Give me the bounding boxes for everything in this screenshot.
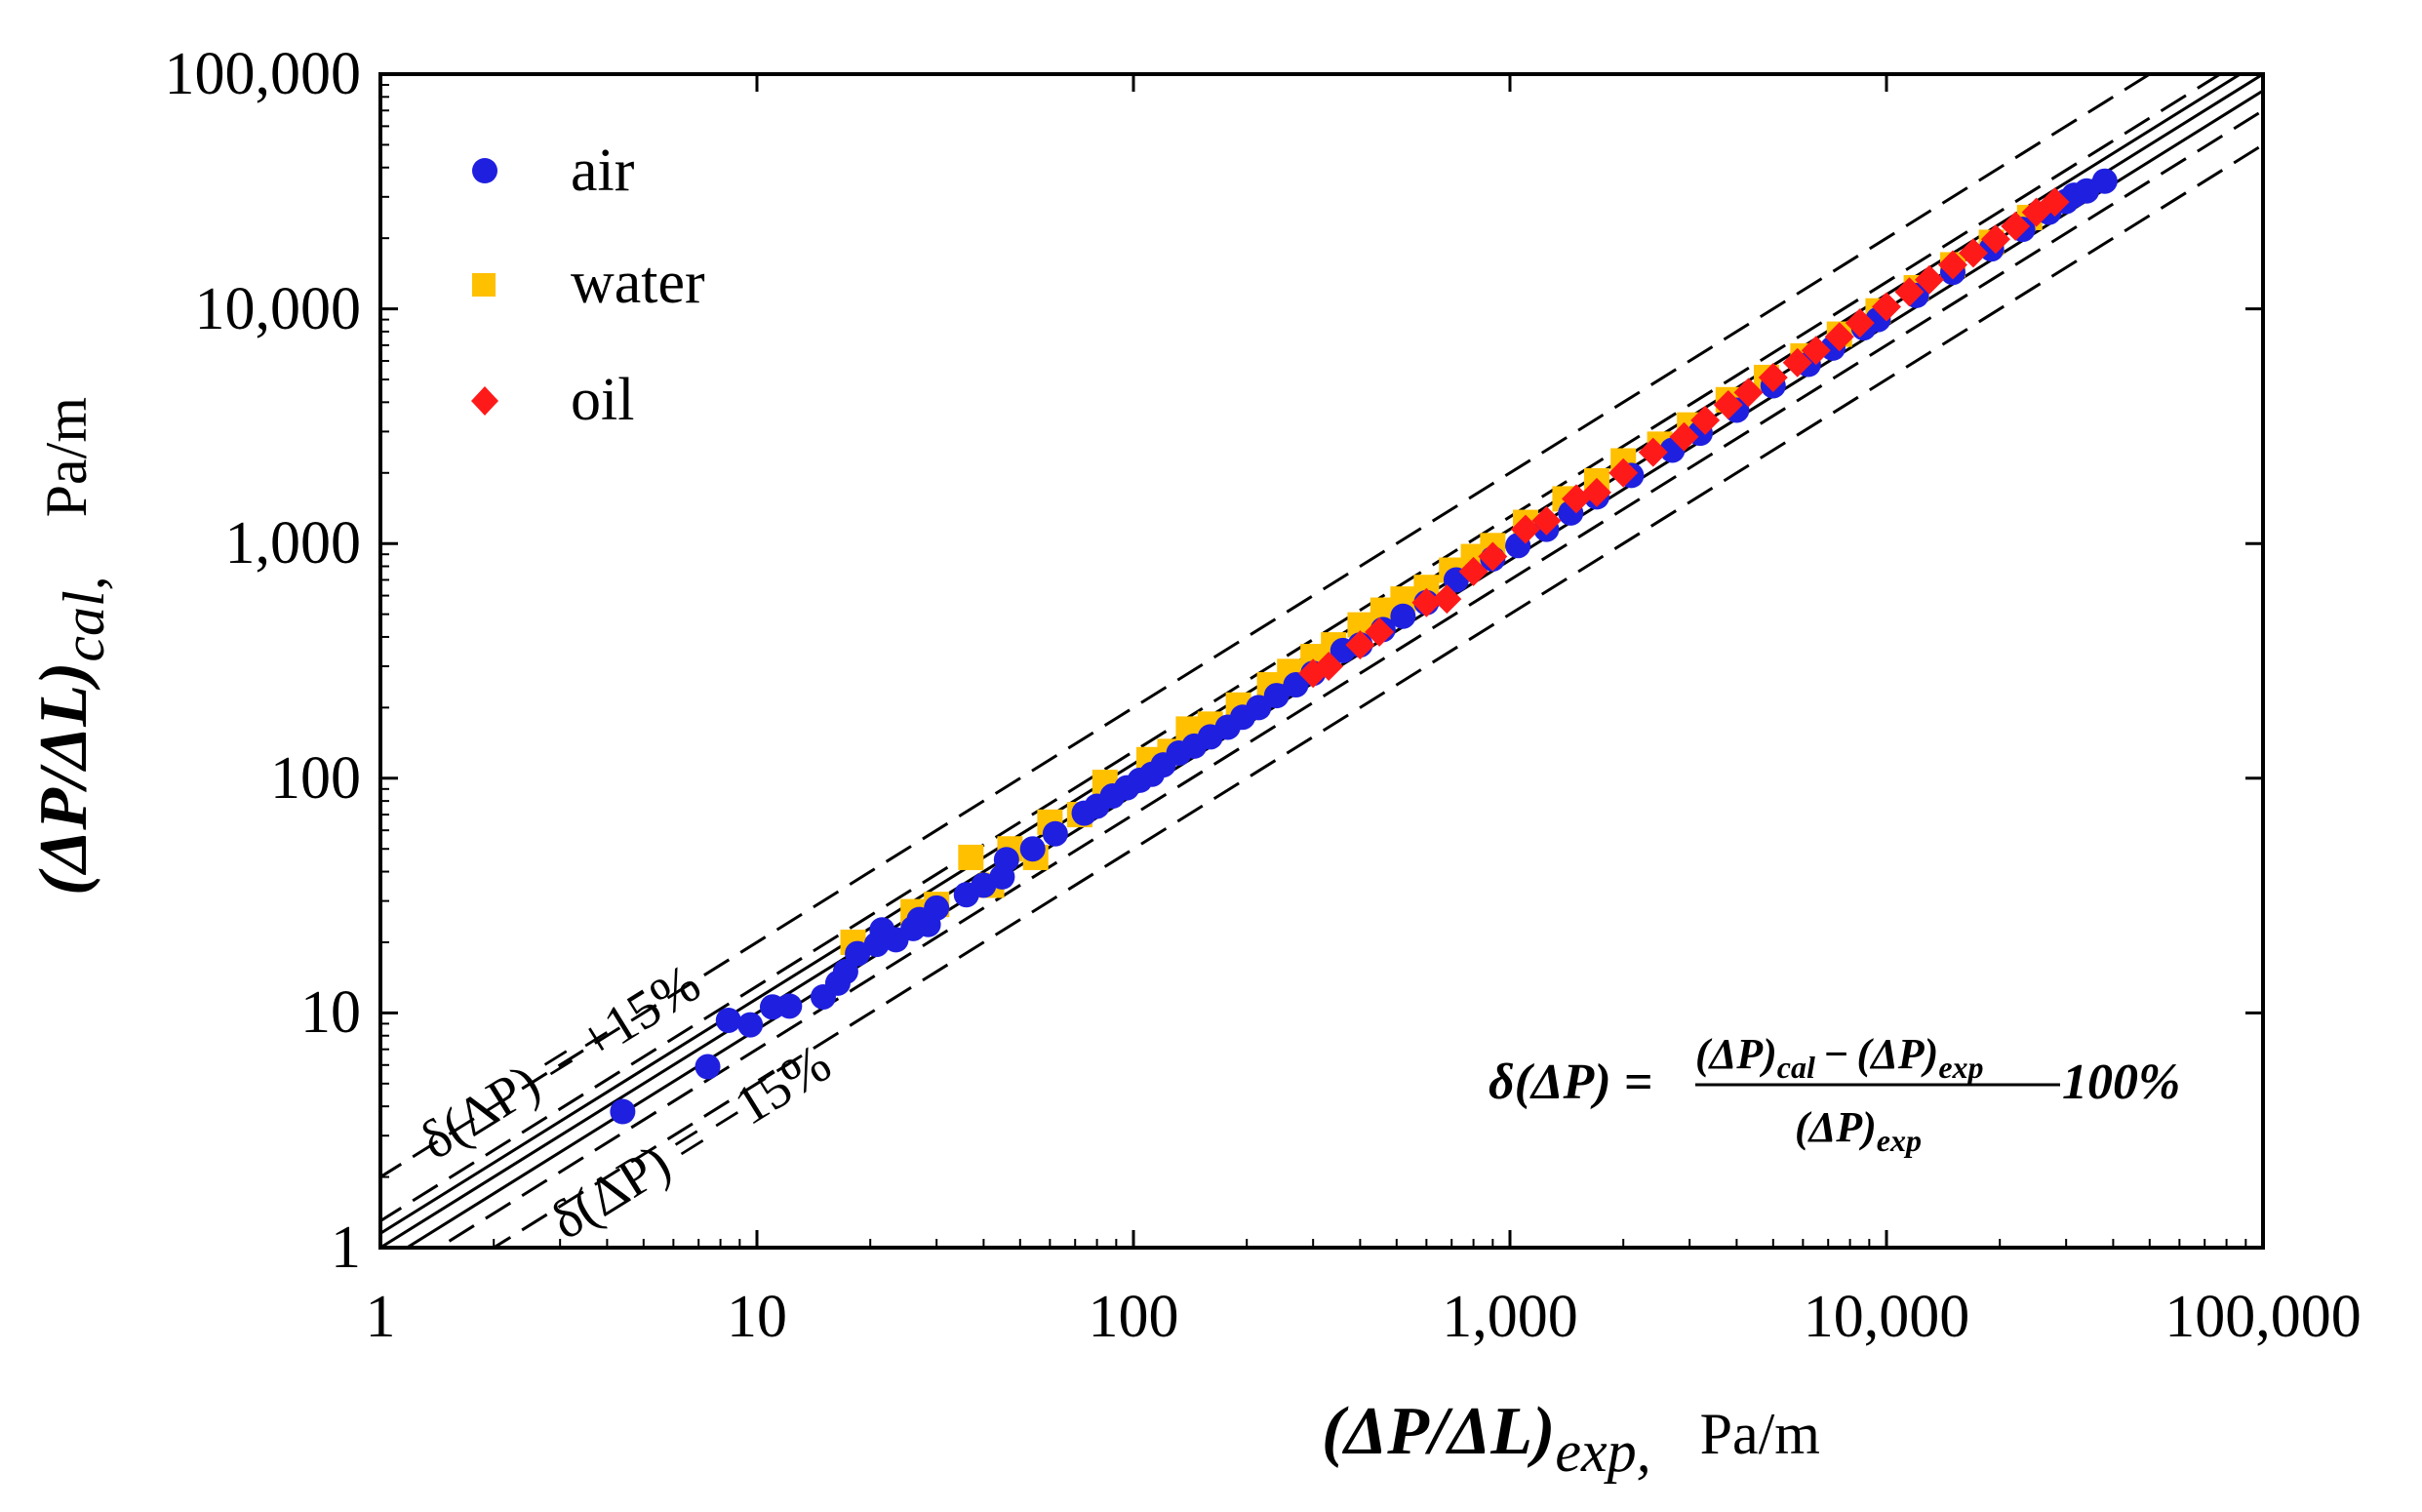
- data-point-oil: [2001, 211, 2031, 241]
- reference-line: [380, 74, 2223, 1223]
- formula-den: (ΔP): [1795, 1103, 1877, 1151]
- plot-frame: [378, 72, 2265, 1250]
- data-point-oil: [2040, 187, 2070, 218]
- legend-label-air: air: [571, 138, 635, 204]
- y-tick-label: 100,000: [165, 41, 362, 107]
- reference-line: [435, 108, 2263, 1248]
- formula-lhs: δ(ΔP) =: [1489, 1054, 1652, 1110]
- y-axis-unit: Pa/m: [34, 397, 99, 517]
- data-point-oil: [1824, 322, 1854, 352]
- x-tick-label: 1,000: [1442, 1284, 1578, 1350]
- data-point-oil: [1801, 336, 1831, 366]
- y-tick-label: 100: [270, 745, 361, 812]
- data-point-oil: [1365, 617, 1395, 647]
- data-point-air: [1263, 683, 1290, 709]
- axis-ticks: [378, 72, 2265, 1250]
- data-point-oil: [1638, 437, 1668, 467]
- data-points: [610, 168, 2118, 1125]
- data-point-water: [958, 844, 984, 870]
- data-point-oil: [1782, 347, 1812, 378]
- x-axis-title-sub: exp,: [1555, 1419, 1650, 1484]
- x-tick-label: 1: [366, 1284, 396, 1350]
- data-point-oil: [1872, 292, 1901, 322]
- data-point-oil: [1608, 458, 1639, 488]
- data-point-oil: [1531, 505, 1562, 536]
- data-point-air: [832, 959, 858, 985]
- formula-den-sub: exp: [1877, 1123, 1922, 1158]
- data-point-air: [993, 847, 1019, 873]
- data-point-air: [610, 1098, 636, 1125]
- legend-marker-air: [472, 158, 497, 183]
- y-tick-label: 10: [300, 979, 361, 1046]
- data-point-air: [1246, 695, 1272, 721]
- x-axis-title-main: (ΔP/ΔL): [1322, 1394, 1555, 1469]
- data-point-oil: [1937, 250, 1967, 280]
- y-tick-label: 10,000: [195, 276, 362, 342]
- formula-denominator: (ΔP)exp: [1795, 1103, 1922, 1158]
- data-point-oil: [1458, 556, 1489, 586]
- data-point-air: [737, 1012, 764, 1038]
- x-tick-label: 10: [727, 1284, 787, 1350]
- y-axis-title-main: (ΔP/ΔL): [26, 662, 101, 895]
- y-tick-label: 1: [331, 1214, 361, 1281]
- data-point-air: [776, 993, 803, 1019]
- data-point-air: [845, 940, 871, 967]
- y-tick-label: 1,000: [225, 510, 362, 577]
- legend-marker-water: [472, 273, 496, 297]
- x-tick-label: 100: [1089, 1284, 1179, 1350]
- legend-label-water: water: [571, 250, 705, 316]
- formula-num-a-sub: cal: [1777, 1050, 1815, 1085]
- formula-numerator: (ΔP)cal − (ΔP)exp: [1695, 1030, 1984, 1085]
- data-point-oil: [1669, 421, 1699, 452]
- data-point-oil: [1581, 477, 1611, 507]
- data-point-oil: [1510, 514, 1540, 544]
- x-tick-label: 100,000: [2164, 1284, 2362, 1350]
- reference-line: [491, 142, 2263, 1248]
- data-point-air: [2091, 168, 2118, 194]
- data-point-oil: [1713, 389, 1743, 419]
- data-point-air: [1042, 820, 1068, 847]
- data-point-air: [924, 895, 950, 921]
- data-point-oil: [1478, 541, 1508, 572]
- formula-num-a: (ΔP): [1695, 1030, 1777, 1078]
- data-point-oil: [1958, 238, 1988, 268]
- legend: air water oil: [471, 138, 705, 433]
- data-point-oil: [1758, 362, 1788, 392]
- formula-minus: −: [1823, 1030, 1849, 1078]
- data-point-oil: [1914, 264, 1944, 295]
- x-axis-unit: Pa/m: [1700, 1402, 1820, 1466]
- error-formula: δ(ΔP) = (ΔP)cal − (ΔP)exp (ΔP)exp 100%: [1489, 1030, 2180, 1158]
- y-axis-title: (ΔP/ΔL)cal, Pa/m: [26, 397, 116, 895]
- reference-line: [380, 74, 2153, 1179]
- formula-tail: 100%: [2062, 1054, 2180, 1110]
- formula-num-b: (ΔP): [1857, 1030, 1939, 1078]
- x-tick-labels: 1 10 100 1,000 10,000 100,000: [366, 1284, 2362, 1350]
- data-point-air: [715, 1007, 741, 1033]
- data-point-oil: [1845, 308, 1875, 338]
- legend-marker-oil: [471, 386, 498, 416]
- legend-label-oil: oil: [571, 367, 634, 433]
- data-point-oil: [1411, 587, 1442, 617]
- data-point-oil: [1314, 652, 1344, 682]
- data-point-oil: [1894, 277, 1925, 307]
- y-axis-title-sub: cal,: [52, 576, 116, 661]
- x-tick-label: 10,000: [1804, 1284, 1970, 1350]
- data-point-oil: [1690, 405, 1721, 435]
- data-point-oil: [1345, 630, 1375, 660]
- data-point-oil: [1980, 224, 2010, 255]
- data-point-air: [1019, 836, 1046, 862]
- data-point-oil: [1432, 584, 1462, 615]
- data-point-oil: [1733, 378, 1764, 408]
- data-point-air: [1390, 603, 1416, 629]
- x-axis-title: (ΔP/ΔL)exp, Pa/m: [1322, 1394, 1820, 1484]
- y-tick-labels: 1 10 100 1,000 10,000 100,000: [165, 41, 362, 1281]
- formula-num-b-sub: exp: [1938, 1050, 1983, 1085]
- data-point-air: [695, 1054, 721, 1080]
